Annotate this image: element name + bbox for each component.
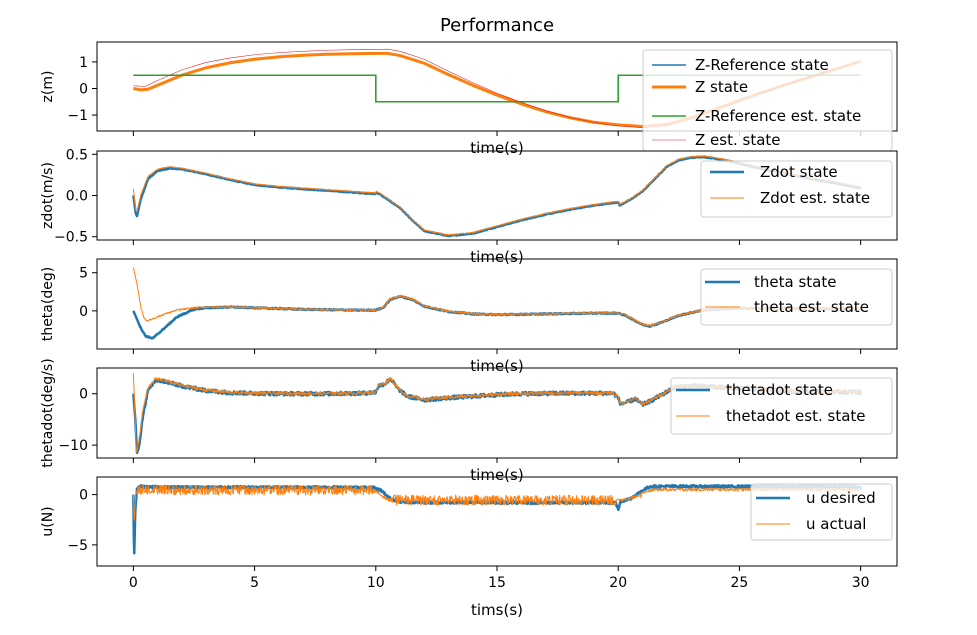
- legend: Zdot state Zdot est. state: [700, 160, 893, 218]
- legend-box: [670, 377, 893, 435]
- y-tick-label: 0.0: [66, 189, 88, 205]
- x-axis-label: time(s): [470, 357, 523, 375]
- legend-box: [700, 160, 893, 218]
- subplot-5: 0 −5 0 5 10 15 20 25 30 u(N) u desired u actual: [40, 476, 898, 591]
- y-tick-label: −0.5: [54, 230, 88, 246]
- legend-entry: Zdot est. state: [760, 189, 870, 207]
- legend-box: [700, 268, 893, 326]
- legend: u desired u actual: [750, 483, 893, 541]
- legend-entry: theta est. state: [754, 298, 869, 316]
- y-tick-label: 0: [79, 81, 88, 97]
- legend-entry: Z-Reference state: [695, 56, 829, 74]
- y-axis-label: u(N): [40, 506, 56, 536]
- x-tick-label: 25: [731, 575, 749, 591]
- y-tick-label: −10: [58, 438, 88, 454]
- series-line-2: [132, 484, 862, 521]
- y-axis-label: thetadot(deg/s): [40, 358, 56, 467]
- legend-entry: Z state: [695, 78, 748, 96]
- subplot-3: 5 0 theta(deg) time(s) theta state theta est.…: [40, 258, 898, 375]
- x-tick-label: 5: [250, 575, 259, 591]
- y-tick-label: −5: [67, 538, 88, 554]
- x-axis-label: time(s): [470, 139, 523, 157]
- x-tick-label: 15: [488, 575, 506, 591]
- legend-entry: Z est. state: [695, 131, 781, 149]
- legend-entry: theta state: [754, 273, 836, 291]
- legend-entry: u actual: [806, 515, 866, 533]
- x-tick-label: 10: [367, 575, 385, 591]
- legend-entry: Z-Reference est. state: [695, 107, 861, 125]
- y-tick-label: −1: [67, 108, 88, 124]
- y-axis-label: theta(deg): [40, 267, 56, 341]
- figure-title: Performance: [440, 15, 554, 36]
- y-tick-label: 0: [79, 387, 88, 403]
- bottom-xlabel: tims(s): [471, 601, 523, 619]
- x-axis-label: time(s): [470, 466, 523, 484]
- y-tick-label: 5: [79, 266, 88, 282]
- legend: Z-Reference state Z state Z-Reference est.…: [642, 49, 893, 152]
- legend: thetadot state thetadot est. state: [670, 377, 893, 435]
- legend-entry: thetadot state: [726, 381, 833, 399]
- y-tick-label: 1: [79, 55, 88, 71]
- series-group: [132, 483, 862, 555]
- legend-entry: Zdot state: [760, 163, 838, 181]
- legend-entry: thetadot est. state: [726, 407, 866, 425]
- x-tick-label: 20: [609, 575, 627, 591]
- x-axis-label: time(s): [470, 248, 523, 266]
- y-axis-label: zdot(m/s): [40, 162, 56, 229]
- x-tick-label: 30: [852, 575, 870, 591]
- y-tick-label: 0: [79, 488, 88, 504]
- y-tick-label: 0.5: [66, 147, 88, 163]
- y-tick-label: 0: [79, 304, 88, 320]
- legend: theta state theta est. state: [700, 268, 893, 326]
- y-axis-label: z(m): [40, 71, 56, 103]
- x-tick-label: 0: [129, 575, 138, 591]
- legend-entry: u desired: [806, 489, 876, 507]
